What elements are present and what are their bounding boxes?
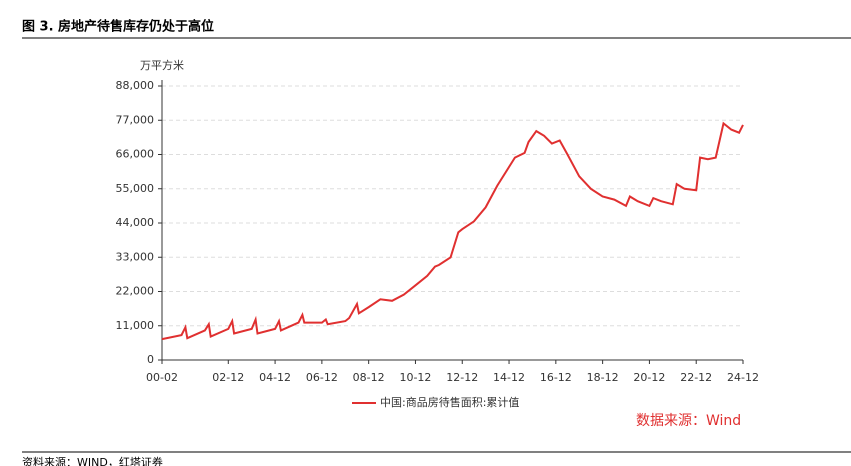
y-axis-label: 万平方米 xyxy=(140,58,184,72)
x-tick-label: 06-12 xyxy=(306,371,338,384)
x-tick-label: 18-12 xyxy=(587,371,619,384)
y-tick-label: 33,000 xyxy=(116,250,155,263)
x-tick-label: 02-12 xyxy=(212,371,244,384)
x-tick-label: 16-12 xyxy=(540,371,572,384)
x-tick-label: 22-12 xyxy=(680,371,712,384)
x-tick-label: 20-12 xyxy=(633,371,665,384)
x-tick-label: 14-12 xyxy=(493,371,525,384)
y-tick-label: 66,000 xyxy=(116,148,155,161)
x-tick-label: 00-02 xyxy=(146,371,178,384)
y-tick-label: 88,000 xyxy=(116,79,155,92)
source-note: 数据来源：Wind xyxy=(636,413,741,429)
y-tick-label: 55,000 xyxy=(116,182,155,195)
x-tick-label: 04-12 xyxy=(259,371,291,384)
legend-label: 中国:商品房待售面积:累计值 xyxy=(380,395,519,409)
footer: 资料来源：WIND，红塔证券 xyxy=(22,455,163,466)
y-tick-label: 22,000 xyxy=(116,285,155,298)
x-tick-label: 24-12 xyxy=(727,371,759,384)
y-tick-label: 44,000 xyxy=(116,216,155,229)
x-tick-label: 08-12 xyxy=(353,371,385,384)
y-tick-label: 11,000 xyxy=(116,319,155,332)
data-line xyxy=(161,121,744,341)
x-tick-label: 12-12 xyxy=(446,371,478,384)
y-tick-label: 77,000 xyxy=(116,113,155,126)
y-tick-label: 0 xyxy=(147,353,154,366)
figure-title: 图 3. 房地产待售库存仍处于高位 xyxy=(22,19,214,35)
x-tick-label: 10-12 xyxy=(399,371,431,384)
